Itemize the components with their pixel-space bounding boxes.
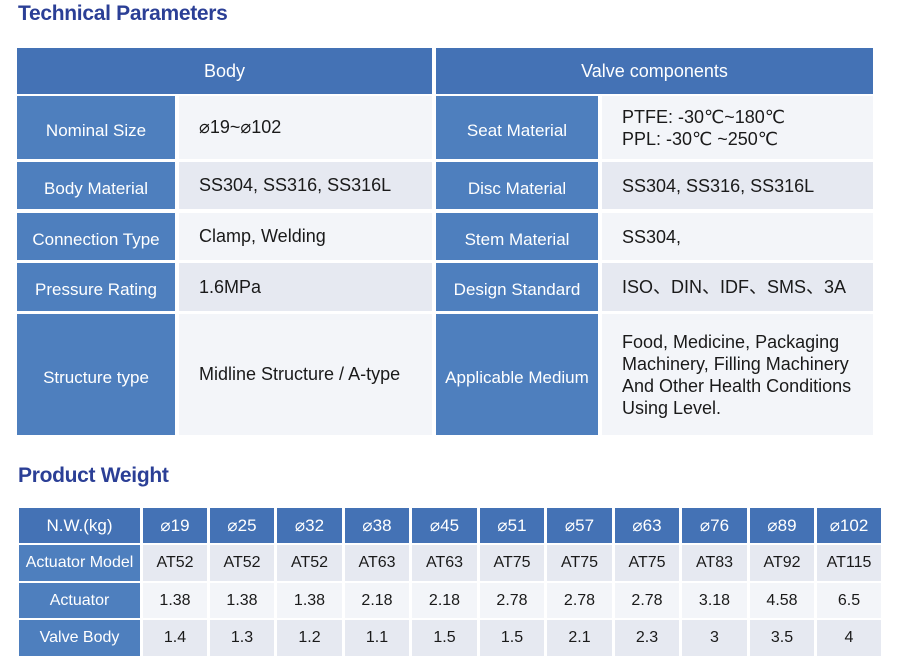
weight-cell: AT63 [412, 545, 477, 581]
weight-cell: 1.38 [210, 583, 274, 618]
weight-cell: 2.1 [547, 620, 612, 656]
param-label: Nominal Size [17, 96, 175, 159]
size-header: ⌀38 [345, 508, 409, 543]
component-label: Stem Material [436, 213, 598, 260]
size-header: ⌀45 [412, 508, 477, 543]
size-header: ⌀76 [682, 508, 747, 543]
weight-cell: 2.78 [547, 583, 612, 618]
component-value: PTFE: -30℃~180℃ PPL: -30℃ ~250℃ [602, 96, 873, 159]
weight-row-label: Actuator [19, 583, 140, 618]
component-value-line: Using Level. [622, 397, 722, 418]
weight-cell: 2.3 [615, 620, 679, 656]
weight-cell: AT63 [345, 545, 409, 581]
weight-cell: AT75 [547, 545, 612, 581]
valve-components-header: Valve components [436, 48, 873, 94]
component-value-line: PTFE: -30℃~180℃ [622, 106, 785, 127]
weight-row-label: Actuator Model [19, 545, 140, 581]
component-label: Seat Material [436, 96, 598, 159]
weight-cell: AT52 [277, 545, 342, 581]
param-value: Clamp, Welding [179, 213, 432, 260]
weight-cell: 2.18 [345, 583, 409, 618]
component-value: SS304, SS316, SS316L [602, 162, 873, 209]
weight-cell: 2.18 [412, 583, 477, 618]
weight-cell: 1.38 [143, 583, 207, 618]
param-label: Structure type [17, 314, 175, 435]
component-value-line: ISO、DIN、IDF、SMS、3A [622, 277, 847, 297]
component-value-line: PPL: -30℃ ~250℃ [622, 128, 779, 149]
weight-cell: 4.58 [750, 583, 814, 618]
weight-cell: 1.38 [277, 583, 342, 618]
weight-cell: AT75 [615, 545, 679, 581]
component-value-line: Machinery, Filling Machinery [622, 353, 849, 374]
size-header: ⌀57 [547, 508, 612, 543]
weight-cell: 6.5 [817, 583, 881, 618]
size-header: ⌀51 [480, 508, 544, 543]
weight-header-label: N.W.(kg) [19, 508, 140, 543]
component-label: Applicable Medium [436, 314, 598, 435]
param-label: Connection Type [17, 213, 175, 260]
component-label: Disc Material [436, 162, 598, 209]
param-value: SS304, SS316, SS316L [179, 162, 432, 209]
size-header: ⌀25 [210, 508, 274, 543]
param-value: 1.6MPa [179, 263, 432, 311]
body-header: Body [17, 48, 432, 94]
component-value-line: SS304, SS316, SS316L [622, 175, 815, 196]
component-value-line: And Other Health Conditions [622, 375, 852, 396]
weight-cell: 1.3 [210, 620, 274, 656]
weight-cell: AT83 [682, 545, 747, 581]
weight-cell: 3.18 [682, 583, 747, 618]
param-value: ⌀19~⌀102 [179, 96, 432, 159]
weight-cell: 1.5 [412, 620, 477, 656]
component-value-line: Food, Medicine, Packaging [622, 331, 840, 352]
weight-cell: 2.78 [480, 583, 544, 618]
size-header: ⌀32 [277, 508, 342, 543]
weight-cell: AT52 [210, 545, 274, 581]
component-value: ISO、DIN、IDF、SMS、3A [602, 263, 873, 311]
weight-cell: 3.5 [750, 620, 814, 656]
size-header: ⌀89 [750, 508, 814, 543]
weight-cell: AT52 [143, 545, 207, 581]
product-weight-table: N.W.(kg) ⌀19 ⌀25 ⌀32 ⌀38 ⌀45 ⌀51 ⌀57 ⌀63 ⌀76 ⌀89 ⌀1… [19, 508, 881, 658]
component-value-line: SS304, [622, 226, 682, 247]
product-weight-title: Product Weight [18, 464, 169, 487]
size-header: ⌀63 [615, 508, 679, 543]
param-label: Pressure Rating [17, 263, 175, 311]
component-value: SS304, [602, 213, 873, 260]
component-value: Food, Medicine, Packaging Machinery, Fill… [602, 314, 873, 435]
weight-cell: 1.2 [277, 620, 342, 656]
weight-cell: 1.4 [143, 620, 207, 656]
size-header: ⌀19 [143, 508, 207, 543]
weight-cell: AT75 [480, 545, 544, 581]
weight-cell: 4 [817, 620, 881, 656]
technical-parameters-title: Technical Parameters [18, 2, 228, 25]
param-value: Midline Structure / A-type [179, 314, 432, 435]
weight-cell: 1.5 [480, 620, 544, 656]
weight-row-label: Valve Body [19, 620, 140, 656]
weight-cell: 3 [682, 620, 747, 656]
param-label: Body Material [17, 162, 175, 209]
technical-parameters-table: Body Valve components Nominal Size ⌀19~⌀1… [17, 48, 873, 436]
weight-cell: AT92 [750, 545, 814, 581]
weight-cell: 2.78 [615, 583, 679, 618]
component-label: Design Standard [436, 263, 598, 311]
size-header: ⌀102 [817, 508, 881, 543]
weight-cell: AT115 [817, 545, 881, 581]
weight-cell: 1.1 [345, 620, 409, 656]
